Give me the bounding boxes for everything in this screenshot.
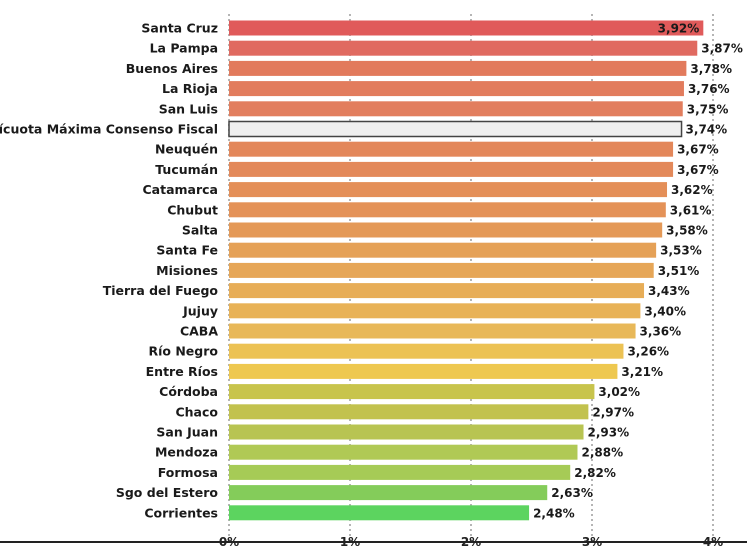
- value-label: 3,92%: [658, 22, 700, 36]
- value-label: 2,63%: [551, 486, 593, 500]
- value-label: 3,62%: [671, 183, 713, 197]
- bar: [229, 161, 674, 177]
- value-label: 3,61%: [670, 203, 712, 217]
- value-label: 2,88%: [581, 446, 623, 460]
- category-label: Santa Cruz: [141, 21, 218, 36]
- category-label: La Rioja: [162, 81, 218, 96]
- bar: [229, 303, 641, 319]
- value-label: 3,51%: [658, 264, 700, 278]
- category-label: Chaco: [175, 404, 218, 419]
- category-label: Mendoza: [155, 445, 218, 460]
- bar: [229, 464, 571, 480]
- bar: [228, 120, 683, 138]
- value-label: 3,21%: [621, 365, 663, 379]
- category-label: La Pampa: [150, 41, 218, 56]
- category-label: CABA: [180, 324, 218, 339]
- value-label: 3,02%: [598, 385, 640, 399]
- bar: [229, 81, 684, 97]
- category-label: Buenos Aires: [126, 61, 218, 76]
- bar-layer: [228, 20, 704, 521]
- bar: [229, 343, 624, 359]
- category-label: Chubut: [167, 202, 218, 217]
- value-label: 3,76%: [688, 82, 730, 96]
- bar: [229, 505, 530, 521]
- category-label: Córdoba: [159, 384, 218, 399]
- bar: [229, 323, 636, 339]
- category-label: Misiones: [156, 263, 218, 278]
- category-label: Sgo del Estero: [116, 485, 219, 500]
- bar: [229, 20, 704, 36]
- value-label: 3,67%: [677, 143, 719, 157]
- bar: [229, 363, 618, 379]
- value-label: 3,87%: [701, 42, 743, 56]
- category-label: Santa Fe: [156, 243, 218, 258]
- category-label: Neuquén: [155, 142, 218, 157]
- value-label: 2,93%: [588, 426, 630, 440]
- value-label: 2,48%: [533, 506, 575, 520]
- value-label: 2,82%: [574, 466, 616, 480]
- category-label: Formosa: [158, 465, 218, 480]
- category-label: Río Negro: [149, 344, 219, 359]
- bar: [229, 404, 589, 420]
- value-label: 3,74%: [686, 123, 728, 137]
- value-label: 3,78%: [690, 62, 732, 76]
- value-label: 2,97%: [592, 405, 634, 419]
- bar: [229, 182, 668, 198]
- value-label: 3,36%: [640, 325, 682, 339]
- bar: [229, 485, 548, 501]
- category-label: Tierra del Fuego: [103, 283, 219, 298]
- category-label: Tucumán: [155, 162, 218, 177]
- bar: [229, 444, 578, 460]
- category-label: Jujuy: [182, 303, 218, 318]
- axis-layer: 0%1%2%3%4%: [0, 535, 747, 549]
- bar: [229, 40, 698, 56]
- value-label: 3,75%: [687, 102, 729, 116]
- category-label: Entre Ríos: [146, 364, 218, 379]
- bar: [229, 141, 674, 157]
- value-label: 3,26%: [627, 345, 669, 359]
- category-label: Salta: [182, 223, 218, 238]
- label-layer: Santa Cruz 3,92% La Pampa 3,87% Buenos Aires…: [0, 21, 743, 521]
- category-label: San Luis: [159, 101, 218, 116]
- category-label: Catamarca: [143, 182, 219, 197]
- value-label: 3,40%: [644, 304, 686, 318]
- bar: [229, 202, 666, 218]
- bar: [229, 424, 584, 440]
- bar: [229, 283, 645, 299]
- category-label: Alícuota Máxima Consenso Fiscal: [0, 122, 218, 137]
- value-label: 3,53%: [660, 244, 702, 258]
- value-label: 3,43%: [648, 284, 690, 298]
- bar: [229, 384, 595, 400]
- bar: [229, 60, 687, 76]
- value-label: 3,67%: [677, 163, 719, 177]
- category-label: Corrientes: [144, 505, 218, 520]
- bar: [229, 101, 683, 117]
- bar: [229, 262, 654, 278]
- value-label: 3,58%: [666, 224, 708, 238]
- category-label: San Juan: [156, 425, 218, 440]
- bar: [229, 222, 663, 238]
- bar: [229, 242, 657, 258]
